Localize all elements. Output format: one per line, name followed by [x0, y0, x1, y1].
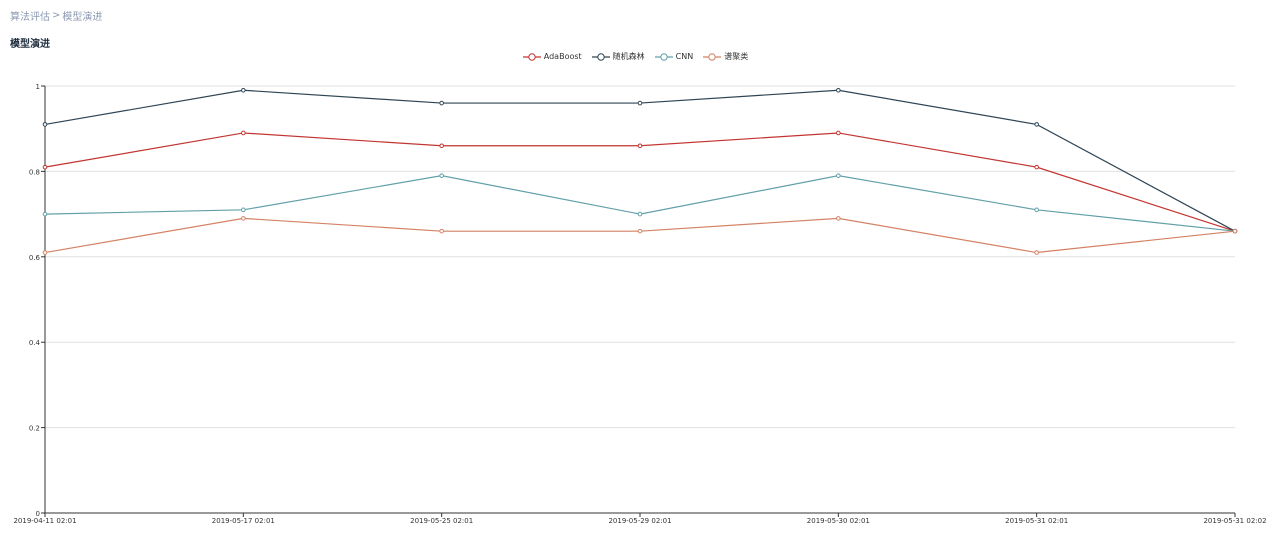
breadcrumb-current: 模型演进 [62, 12, 103, 23]
data-point[interactable] [42, 164, 48, 170]
data-point[interactable] [836, 173, 841, 178]
legend-swatch-circle [659, 52, 668, 61]
x-tick-label: 2019-05-31 02:01 [1005, 517, 1068, 525]
legend-label: AdaBoost [543, 52, 582, 61]
y-tick-label: 1 [36, 83, 40, 91]
data-point[interactable] [241, 130, 246, 136]
legend-label: 谱聚类 [724, 52, 749, 61]
data-point[interactable] [637, 228, 643, 234]
data-point[interactable] [241, 87, 246, 93]
legend-swatch-icon [591, 52, 610, 61]
data-point[interactable] [241, 207, 246, 213]
x-tick-label: 2019-05-17 02:01 [212, 517, 275, 525]
data-point[interactable] [1034, 164, 1039, 170]
data-point[interactable] [1034, 250, 1039, 255]
legend-swatch-icon [654, 52, 673, 61]
data-point[interactable] [42, 250, 48, 255]
legend-swatch-circle [708, 52, 716, 61]
data-point[interactable] [42, 211, 48, 217]
breadcrumb: 算法评估 > 模型演进 [10, 8, 102, 23]
data-point[interactable] [439, 143, 444, 149]
data-point[interactable] [1034, 207, 1039, 213]
data-point[interactable] [439, 228, 444, 234]
legend-swatch-circle [528, 52, 536, 61]
legend-item[interactable]: 随机森林 [591, 51, 645, 62]
legend-label: 随机森林 [612, 52, 645, 61]
data-point[interactable] [1034, 122, 1039, 127]
series-line-3 [44, 217, 1236, 254]
legend-item[interactable]: 谱聚类 [703, 51, 748, 62]
data-point[interactable] [439, 173, 444, 178]
data-point[interactable] [439, 100, 444, 106]
y-tick-label: 0 [36, 510, 40, 518]
y-tick-label: 0.2 [29, 425, 40, 433]
data-point[interactable] [836, 130, 841, 136]
y-tick-label: 0.6 [29, 254, 41, 262]
series-line-2 [44, 175, 1236, 232]
legend-label: CNN [675, 52, 694, 61]
data-point[interactable] [637, 211, 643, 217]
y-tick-label: 0.8 [29, 168, 40, 176]
legend-item[interactable]: AdaBoost [522, 51, 582, 62]
legend-swatch-icon [522, 52, 541, 61]
legend-item[interactable]: CNN [654, 51, 694, 62]
breadcrumb-parent-link[interactable]: 算法评估 [10, 12, 50, 23]
legend-swatch-icon [703, 52, 722, 61]
page-title: 模型演进 [10, 39, 50, 50]
data-point[interactable] [241, 216, 246, 221]
x-tick-label: 2019-05-25 02:01 [410, 517, 473, 525]
x-tick-label: 2019-05-29 02:01 [608, 517, 671, 525]
y-tick-label: 0.4 [29, 339, 41, 347]
data-point[interactable] [1232, 228, 1238, 234]
x-tick-label: 2019-05-31 02:02 [1203, 517, 1266, 525]
data-point[interactable] [836, 87, 841, 93]
x-tick-label: 2019-04-11 02:01 [13, 517, 76, 525]
data-point[interactable] [637, 100, 643, 106]
x-tick-label: 2019-05-30 02:01 [807, 517, 870, 525]
data-point[interactable] [42, 122, 48, 127]
chart-legend: AdaBoost 随机森林 CNN 谱聚类 [0, 51, 1271, 62]
data-point[interactable] [836, 216, 841, 221]
legend-swatch-circle [596, 52, 605, 61]
breadcrumb-separator: > [52, 10, 61, 21]
data-point[interactable] [637, 143, 643, 149]
